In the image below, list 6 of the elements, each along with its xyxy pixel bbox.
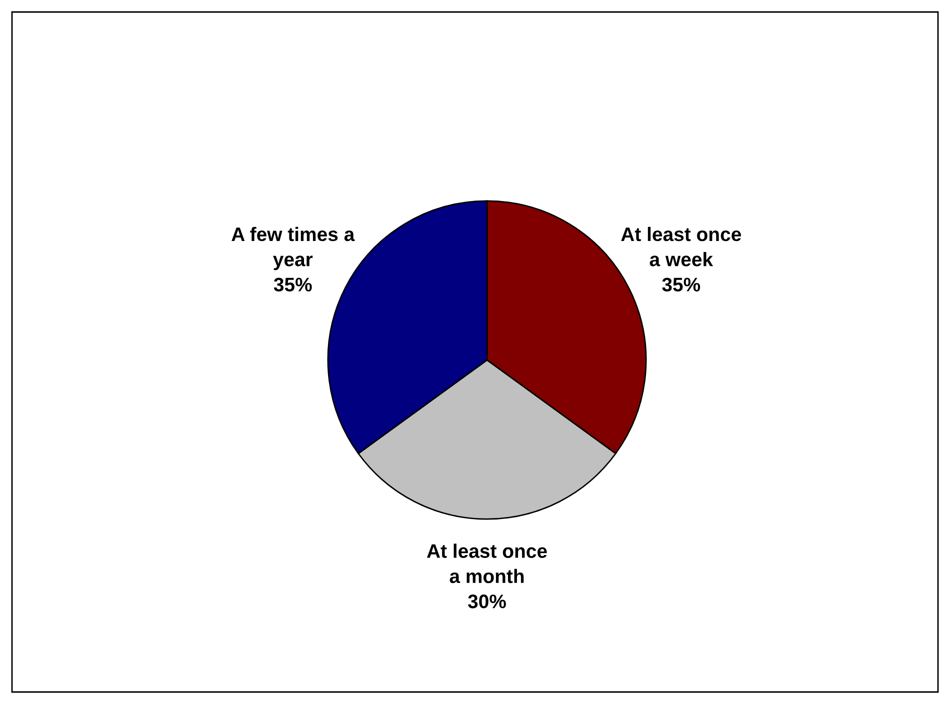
slice-label: A few times a year — [232, 226, 355, 270]
slice-label: At least once a week — [621, 226, 741, 266]
slice-label: At least once a month — [426, 544, 547, 584]
data-label: 35% — [274, 278, 312, 292]
data-label: 30% — [468, 594, 506, 608]
data-label: 35% — [662, 278, 700, 292]
